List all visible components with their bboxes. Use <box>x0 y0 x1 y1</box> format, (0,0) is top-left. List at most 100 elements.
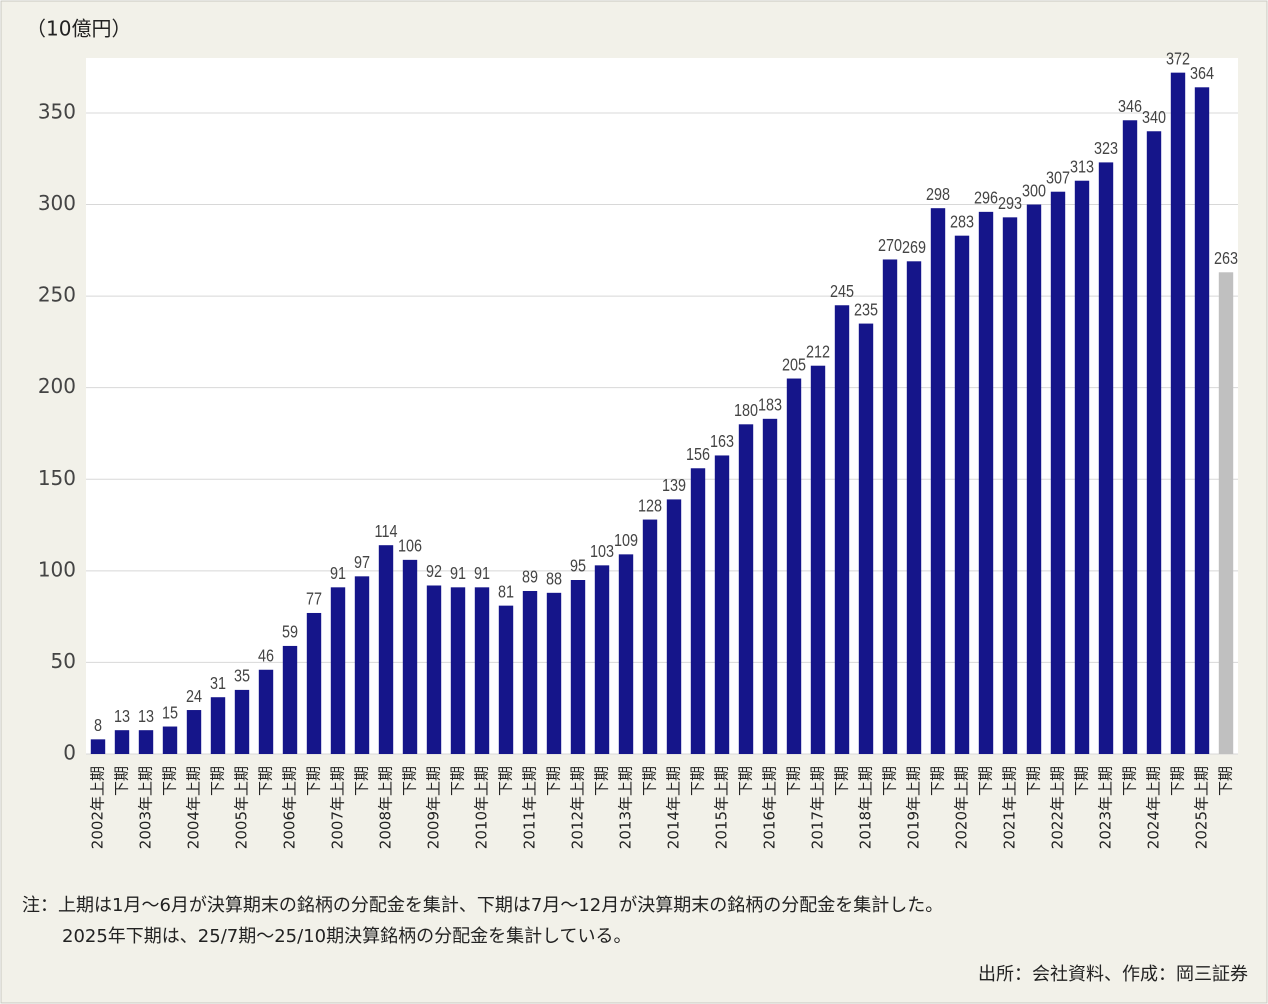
x-tick-label: 下期 <box>641 766 659 796</box>
x-tick-label: 下期 <box>593 766 611 796</box>
x-tick-label: 下期 <box>497 766 515 796</box>
x-tick-label: 下期 <box>1025 766 1043 796</box>
bar <box>402 559 418 754</box>
value-label: 35 <box>234 666 250 686</box>
value-label: 346 <box>1118 97 1142 117</box>
bar <box>1050 191 1066 754</box>
bar <box>1218 272 1234 754</box>
bar <box>714 455 730 754</box>
x-tick-label: 下期 <box>689 766 707 796</box>
x-tick-label: 下期 <box>929 766 947 796</box>
x-tick-label: 2020年上期 <box>953 766 971 849</box>
value-label: 8 <box>94 716 102 736</box>
value-label: 77 <box>306 589 322 609</box>
x-tick-label: 下期 <box>785 766 803 796</box>
x-tick-label: 下期 <box>353 766 371 796</box>
value-label: 205 <box>782 355 806 375</box>
value-label: 183 <box>758 395 782 415</box>
value-label: 296 <box>974 188 998 208</box>
value-label: 283 <box>950 212 974 232</box>
bar <box>186 710 202 754</box>
value-label: 103 <box>590 542 614 562</box>
value-label: 91 <box>474 564 490 584</box>
y-tick-label: 350 <box>38 99 76 123</box>
value-label: 156 <box>686 445 710 465</box>
x-tick-label: 2024年上期 <box>1145 766 1163 849</box>
bar <box>882 259 898 754</box>
y-tick-label: 150 <box>38 466 76 490</box>
value-label: 31 <box>210 674 226 694</box>
bar <box>138 730 154 754</box>
bar <box>306 612 322 754</box>
value-label: 89 <box>522 567 538 587</box>
x-tick-label: 2012年上期 <box>569 766 587 849</box>
value-label: 15 <box>162 703 178 723</box>
bar <box>546 592 562 754</box>
value-label: 212 <box>806 342 830 362</box>
x-tick-label: 下期 <box>113 766 131 796</box>
value-label: 298 <box>926 184 950 204</box>
bar <box>162 726 178 754</box>
unit-label: （10億円） <box>26 17 131 41</box>
value-label: 88 <box>546 569 562 589</box>
bar <box>1002 217 1018 755</box>
x-tick-label: 下期 <box>1121 766 1139 796</box>
bar <box>450 587 466 754</box>
x-tick-label: 2009年上期 <box>425 766 443 849</box>
value-label: 81 <box>498 582 514 602</box>
bar <box>930 208 946 755</box>
value-label: 300 <box>1022 181 1046 201</box>
x-tick-label: 2005年上期 <box>233 766 251 849</box>
value-label: 13 <box>138 706 154 726</box>
value-label: 245 <box>830 282 854 302</box>
bar <box>354 576 370 754</box>
value-label: 180 <box>734 401 758 421</box>
bar <box>834 305 850 754</box>
value-label: 323 <box>1094 139 1118 159</box>
value-label: 13 <box>114 706 130 726</box>
note: 注：上期は1月～6月が決算期末の銘柄の分配金を集計、下期は7月～12月が決算期末… <box>22 895 943 916</box>
value-label: 91 <box>330 564 346 584</box>
x-tick-label: 2013年上期 <box>617 766 635 849</box>
bar <box>954 235 970 755</box>
bar <box>642 519 658 754</box>
bar <box>762 418 778 754</box>
value-label: 235 <box>854 300 878 320</box>
value-label: 46 <box>258 646 274 666</box>
x-tick-label: 下期 <box>881 766 899 796</box>
bar <box>1098 162 1114 754</box>
y-tick-label: 0 <box>63 741 76 765</box>
x-tick-label: 2011年上期 <box>521 766 539 849</box>
value-label: 114 <box>375 521 398 541</box>
value-label: 364 <box>1190 64 1214 84</box>
x-tick-label: 2014年上期 <box>665 766 683 849</box>
x-tick-label: 2003年上期 <box>137 766 155 849</box>
x-tick-label: 2022年上期 <box>1049 766 1067 849</box>
value-label: 92 <box>426 562 442 582</box>
value-label: 263 <box>1214 249 1238 269</box>
bar <box>618 554 634 754</box>
y-tick-label: 50 <box>51 649 76 673</box>
x-tick-label: 2019年上期 <box>905 766 923 849</box>
x-tick-label: 下期 <box>209 766 227 796</box>
x-tick-label: 下期 <box>833 766 851 796</box>
x-tick-label: 下期 <box>977 766 995 796</box>
value-label: 128 <box>638 496 662 516</box>
x-tick-label: 下期 <box>1169 766 1187 796</box>
bar <box>426 585 442 754</box>
bar <box>906 261 922 754</box>
value-label: 270 <box>878 236 902 256</box>
x-tick-label: 下期 <box>257 766 275 796</box>
bar <box>474 587 490 754</box>
bar <box>1026 204 1042 755</box>
x-tick-label: 2023年上期 <box>1097 766 1115 849</box>
value-label: 24 <box>186 686 202 706</box>
bar <box>1194 87 1210 755</box>
x-tick-label: 2007年上期 <box>329 766 347 849</box>
x-tick-label: 下期 <box>401 766 419 796</box>
bar <box>1146 131 1162 754</box>
bar <box>1074 180 1090 754</box>
bar <box>282 645 298 754</box>
